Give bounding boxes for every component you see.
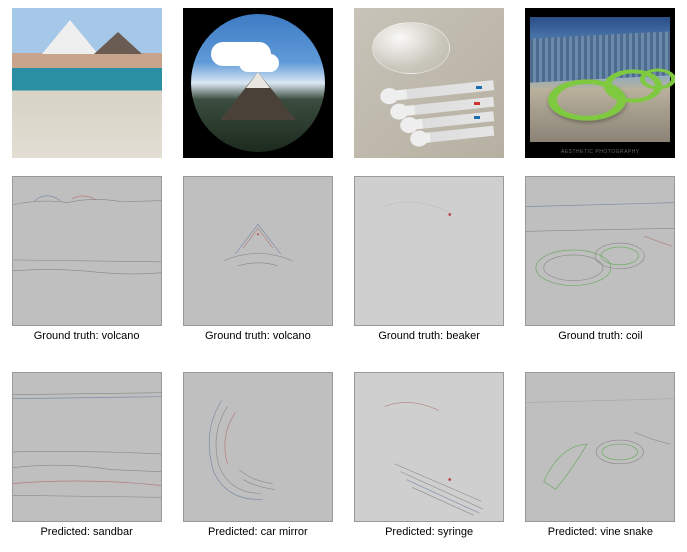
- cell-r1c2: [181, 8, 334, 160]
- edge-panel: [12, 176, 162, 326]
- color-mark: [474, 102, 480, 105]
- photo-credit: AESTHETIC PHOTOGRAPHY: [525, 149, 675, 155]
- caption: Predicted: sandbar: [40, 526, 132, 538]
- cell-r3c3: Predicted: syringe: [353, 372, 506, 552]
- caption: Predicted: syringe: [385, 526, 473, 538]
- caption: Ground truth: volcano: [34, 330, 140, 342]
- edge-panel: [183, 176, 333, 326]
- mountain-snowcap: [246, 72, 270, 88]
- cell-r3c4: Predicted: vine snake: [524, 372, 677, 552]
- caption: Ground truth: coil: [558, 330, 642, 342]
- edges-svg: [355, 177, 503, 325]
- edge-panel: [183, 372, 333, 522]
- edge-panel: [354, 372, 504, 522]
- edges-svg: [526, 177, 674, 325]
- cell-r3c1: Predicted: sandbar: [10, 372, 163, 552]
- cell-r2c4: Ground truth: coil: [524, 176, 677, 356]
- caption: Ground truth: beaker: [378, 330, 480, 342]
- color-mark: [476, 86, 482, 89]
- cell-r2c3: Ground truth: beaker: [353, 176, 506, 356]
- thumb-measuring-spoons: [354, 8, 504, 158]
- caption: Predicted: car mirror: [208, 526, 308, 538]
- edges-svg: [526, 373, 674, 521]
- edges-svg: [13, 373, 161, 521]
- porthole: [191, 14, 325, 152]
- caption: Predicted: vine snake: [548, 526, 653, 538]
- figure-grid: AESTHETIC PHOTOGRAPHY Ground truth: volc…: [0, 0, 687, 552]
- photo-frame: [530, 17, 670, 142]
- edge-panel: [525, 372, 675, 522]
- cell-r1c1: [10, 8, 163, 160]
- edge-panel: [12, 372, 162, 522]
- cell-r2c2: Ground truth: volcano: [181, 176, 334, 356]
- cell-r2c1: Ground truth: volcano: [10, 176, 163, 356]
- cell-r3c2: Predicted: car mirror: [181, 372, 334, 552]
- edges-svg: [184, 373, 332, 521]
- glass-lens: [372, 22, 450, 74]
- green-ring: [640, 69, 675, 90]
- thumb-volcano-lake: [12, 8, 162, 158]
- edges-svg: [355, 373, 503, 521]
- cell-r1c3: [353, 8, 506, 160]
- color-mark: [474, 116, 480, 119]
- cloud-shape: [239, 54, 279, 72]
- edges-svg: [184, 177, 332, 325]
- thumb-coil-sculpture: AESTHETIC PHOTOGRAPHY: [525, 8, 675, 158]
- cell-r1c4: AESTHETIC PHOTOGRAPHY: [524, 8, 677, 160]
- thumb-volcano-porthole: [183, 8, 333, 158]
- edge-panel: [354, 176, 504, 326]
- edges-svg: [13, 177, 161, 325]
- caption: Ground truth: volcano: [205, 330, 311, 342]
- edge-panel: [525, 176, 675, 326]
